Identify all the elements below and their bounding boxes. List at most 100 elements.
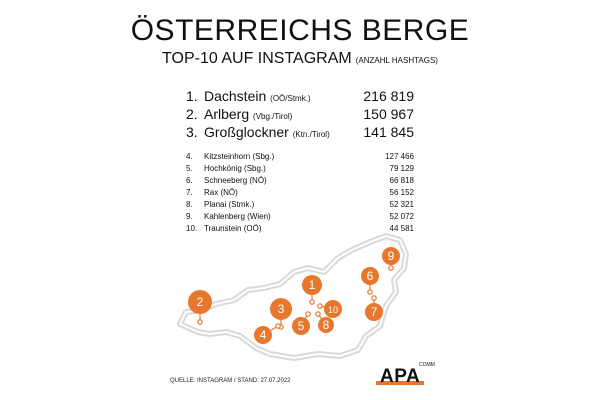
mountain-region: (Stmk.) — [228, 200, 255, 209]
chart-title: ÖSTERREICHS BERGE — [130, 14, 470, 47]
chart-subtitle: TOP-10 AUF INSTAGRAM (ANZAHL HASHTAGS) — [0, 50, 600, 68]
marker-location — [367, 289, 373, 295]
marker-location — [315, 311, 321, 317]
ranking-table: 1. Dachstein (OÖ/Stmk.) 216 819 2. Arlberg (… — [186, 88, 414, 236]
mountain-region: (OÖ) — [243, 224, 262, 233]
rank-number: 1. — [186, 88, 198, 104]
marker-circle — [302, 275, 322, 295]
rank-number: 6. — [186, 176, 193, 185]
logo-text: APA — [380, 366, 421, 387]
hashtag-count: 52 321 — [389, 200, 414, 209]
mountain-name: Planai (Stmk.) — [204, 200, 255, 209]
marker-label: 6 — [367, 269, 374, 283]
map-marker-2: 2 — [188, 290, 212, 325]
ranking-row: 1. Dachstein (OÖ/Stmk.) 216 819 — [186, 88, 414, 106]
mountain-name: Hochkönig (Sbg.) — [204, 164, 266, 173]
marker-location — [388, 265, 394, 271]
map-marker-4: 4 — [254, 323, 281, 344]
marker-label: 7 — [371, 305, 378, 319]
hashtag-count: 79 129 — [389, 164, 414, 173]
subtitle-main: TOP-10 AUF INSTAGRAM — [162, 50, 352, 67]
map-marker-10: 10 — [317, 300, 342, 318]
rank-number: 5. — [186, 164, 193, 173]
subtitle-note: (ANZAHL HASHTAGS) — [355, 56, 438, 65]
apa-logo — [376, 381, 424, 385]
ranking-row: 4. Kitzsteinhorn (Sbg.) 127 466 — [186, 152, 414, 164]
rank-number: 2. — [186, 106, 198, 122]
hashtag-count: 141 845 — [363, 124, 414, 140]
mountain-name: Schneeberg (NÖ) — [204, 176, 267, 185]
ranking-row: 10. Traunstein (OÖ) 44 581 — [186, 224, 414, 236]
ranking-row: 8. Planai (Stmk.) 52 321 — [186, 200, 414, 212]
mountain-region: (Sbg.) — [252, 152, 275, 161]
mountain-name: Dachstein (OÖ/Stmk.) — [204, 88, 311, 104]
mountain-region: (OÖ/Stmk.) — [270, 94, 311, 103]
marker-location — [371, 295, 377, 301]
ranking-row: 5. Hochkönig (Sbg.) 79 129 — [186, 164, 414, 176]
hashtag-count: 150 967 — [363, 106, 414, 122]
marker-circle — [188, 290, 212, 314]
map-marker-5: 5 — [292, 311, 311, 335]
marker-circle — [324, 300, 342, 318]
ranking-row: 9. Kahlenberg (Wien) 52 072 — [186, 212, 414, 224]
marker-label: 2 — [197, 295, 204, 309]
rank-number: 3. — [186, 124, 198, 140]
rank-number: 9. — [186, 212, 193, 221]
rank-number: 10. — [186, 224, 198, 233]
marker-circle — [270, 298, 292, 320]
marker-label: 5 — [298, 319, 305, 333]
rank-number: 8. — [186, 200, 193, 209]
hashtag-count: 66 818 — [389, 176, 414, 185]
austria-map: 1 2 34 5 6 7 8 9 10 — [177, 233, 409, 361]
marker-location — [275, 323, 281, 329]
mountain-region: (NÖ) — [249, 176, 267, 185]
table-gap — [186, 142, 414, 152]
marker-label: 8 — [323, 318, 330, 332]
hashtag-count: 56 152 — [389, 188, 414, 197]
marker-circle — [292, 317, 310, 335]
mountain-region: (Wien) — [247, 212, 271, 221]
mountain-name: Rax (NÖ) — [204, 188, 238, 197]
logo-accent-bar — [376, 381, 424, 385]
marker-location — [317, 303, 323, 309]
rank-number: 4. — [186, 152, 193, 161]
mountain-region: (Vbg./Tirol) — [253, 112, 293, 121]
source-footer: QUELLE: INSTAGRAM / STAND: 27.07.2022 — [170, 378, 291, 384]
hashtag-count: 216 819 — [363, 88, 414, 104]
hashtag-count: 52 072 — [389, 212, 414, 221]
map-marker-6: 6 — [361, 267, 379, 295]
austria-inner-border — [179, 235, 407, 359]
ranking-row: 3. Großglockner (Ktn./Tirol) 141 845 — [186, 124, 414, 142]
marker-circle — [361, 267, 379, 285]
map-marker-7: 7 — [365, 295, 383, 321]
marker-circle — [318, 317, 334, 333]
rank-number: 7. — [186, 188, 193, 197]
austria-shape — [177, 233, 409, 361]
ranking-row: 2. Arlberg (Vbg./Tirol) 150 967 — [186, 106, 414, 124]
hashtag-count: 44 581 — [389, 224, 414, 233]
marker-location — [305, 311, 311, 317]
marker-location — [197, 319, 203, 325]
marker-label: 3 — [278, 302, 285, 316]
map-markers: 1 2 34 5 6 7 8 9 10 — [188, 247, 400, 344]
marker-location — [309, 299, 315, 305]
map-marker-8: 8 — [315, 311, 334, 333]
map-marker-1: 1 — [302, 275, 322, 305]
marker-circle — [365, 303, 383, 321]
marker-label: 9 — [388, 249, 395, 263]
mountain-name: Kitzsteinhorn (Sbg.) — [204, 152, 275, 161]
map-marker-9: 9 — [382, 247, 400, 271]
mountain-name: Arlberg (Vbg./Tirol) — [204, 106, 293, 122]
mountain-region: (Sbg.) — [244, 164, 266, 173]
mountain-name: Großglockner (Ktn./Tirol) — [204, 124, 330, 140]
mountain-name: Kahlenberg (Wien) — [204, 212, 271, 221]
marker-circle — [382, 247, 400, 265]
mountain-name: Traunstein (OÖ) — [204, 224, 262, 233]
mountain-region: (Ktn./Tirol) — [292, 130, 330, 139]
hashtag-count: 127 466 — [385, 152, 414, 161]
ranking-row: 6. Schneeberg (NÖ) 66 818 — [186, 176, 414, 188]
marker-circle — [254, 326, 272, 344]
marker-label: 1 — [309, 278, 316, 292]
marker-label: 4 — [260, 328, 267, 342]
marker-label: 10 — [328, 305, 338, 315]
